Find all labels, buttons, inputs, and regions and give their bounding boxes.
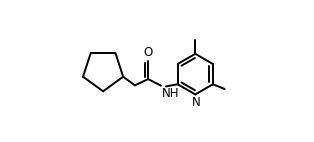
Text: NH: NH: [162, 87, 179, 100]
Text: O: O: [143, 46, 153, 59]
Text: N: N: [192, 96, 200, 109]
